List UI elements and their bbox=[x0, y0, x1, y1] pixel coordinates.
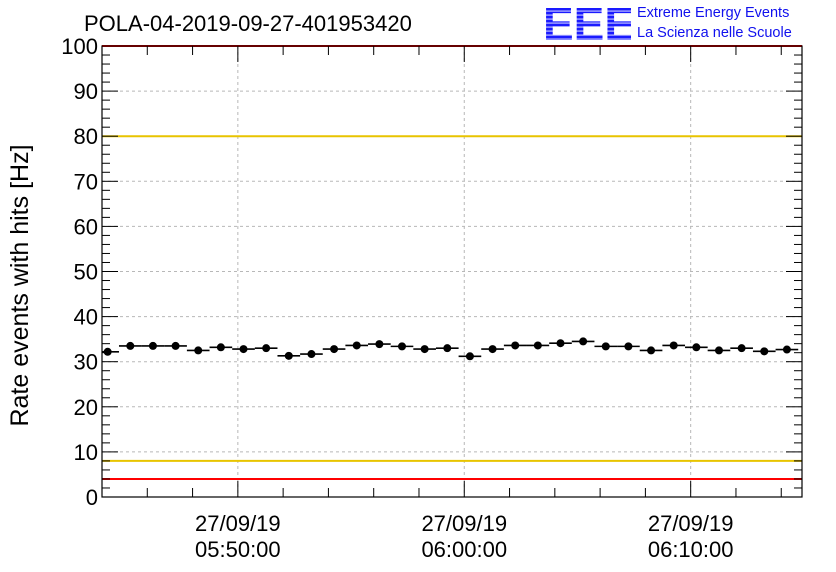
data-point bbox=[692, 343, 701, 352]
eee-logo-mark: EEE bbox=[543, 0, 631, 44]
y-tick-label: 30 bbox=[74, 350, 98, 375]
data-point bbox=[126, 341, 135, 350]
data-point bbox=[398, 342, 406, 351]
data-point bbox=[171, 341, 180, 350]
y-tick-label: 90 bbox=[74, 79, 98, 104]
y-tick-label: 80 bbox=[74, 124, 98, 149]
data-point bbox=[194, 346, 203, 355]
y-tick-label: 100 bbox=[61, 34, 98, 59]
x-tick-label-time: 06:00:00 bbox=[421, 537, 507, 562]
y-tick-label: 70 bbox=[74, 169, 98, 194]
y-tick-label: 50 bbox=[74, 260, 98, 285]
y-tick-label: 0 bbox=[86, 485, 98, 510]
data-point bbox=[737, 344, 746, 353]
y-tick-label: 20 bbox=[74, 395, 98, 420]
chart-title: POLA-04-2019-09-27-401953420 bbox=[84, 11, 412, 36]
data-point bbox=[782, 345, 791, 354]
data-point bbox=[330, 345, 339, 354]
x-tick-label-time: 05:50:00 bbox=[195, 537, 281, 562]
data-point bbox=[556, 339, 565, 348]
data-point bbox=[533, 341, 542, 350]
data-point bbox=[239, 345, 248, 354]
data-point bbox=[601, 342, 610, 351]
data-point bbox=[375, 340, 384, 349]
data-point bbox=[216, 343, 225, 352]
data-point bbox=[647, 346, 656, 355]
y-tick-label: 10 bbox=[74, 440, 98, 465]
data-point bbox=[443, 344, 452, 353]
x-tick-label-date: 27/09/19 bbox=[648, 511, 734, 536]
x-tick-label-time: 06:10:00 bbox=[648, 537, 734, 562]
x-tick-label-date: 27/09/19 bbox=[195, 511, 281, 536]
y-axis-label: Rate events with hits [Hz] bbox=[6, 144, 34, 426]
data-point bbox=[103, 347, 112, 356]
data-point bbox=[352, 341, 361, 350]
data-point bbox=[714, 346, 723, 355]
y-tick-label: 60 bbox=[74, 214, 98, 239]
y-tick-label: 40 bbox=[74, 305, 98, 330]
data-point bbox=[624, 342, 633, 351]
data-point bbox=[262, 344, 271, 353]
logo-letters: EEE bbox=[543, 0, 631, 44]
data-point bbox=[465, 352, 474, 361]
data-point bbox=[511, 341, 520, 350]
data-point bbox=[579, 337, 588, 346]
logo-line-1: Extreme Energy Events bbox=[637, 5, 790, 21]
logo-caption: Extreme Energy Events La Scienza nelle S… bbox=[637, 3, 792, 43]
x-tick-label-date: 27/09/19 bbox=[421, 511, 507, 536]
logo-line-2: La Scienza nelle Scuole bbox=[637, 25, 792, 41]
data-point bbox=[284, 351, 293, 360]
data-point bbox=[307, 350, 316, 359]
data-point bbox=[760, 347, 769, 356]
data-point bbox=[488, 345, 497, 354]
data-point bbox=[420, 345, 429, 354]
data-point bbox=[148, 341, 157, 350]
data-point bbox=[669, 341, 678, 350]
